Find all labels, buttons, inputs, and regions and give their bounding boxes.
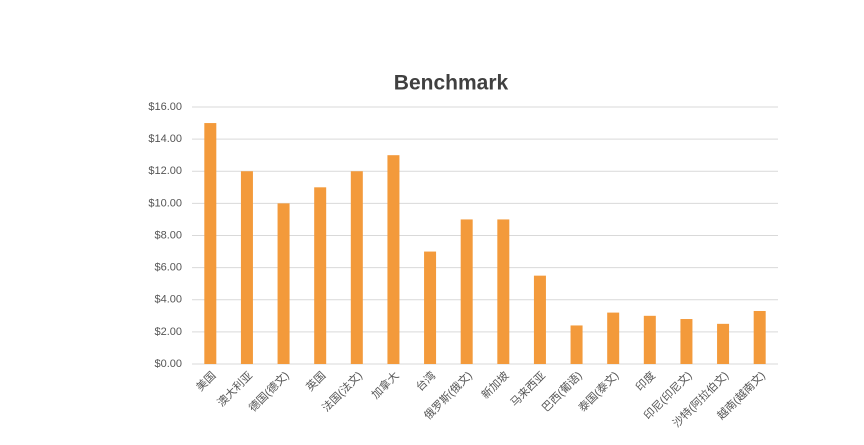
chart-title: Benchmark [394,72,509,95]
y-tick-label: $4.00 [154,294,182,306]
bar [497,219,510,364]
y-tick-label: $16.00 [148,101,182,113]
bar [753,310,766,364]
bar [533,275,546,364]
x-tick-label: 法国(法文) [319,368,365,414]
y-tick-label: $8.00 [154,229,182,241]
y-tick-label: $14.00 [148,133,182,145]
x-tick-label: 泰国(泰文) [575,368,621,414]
bar [204,123,217,364]
bar [240,171,253,364]
bar [424,251,437,364]
bar [607,312,620,364]
x-tick-label: 印度 [633,368,658,393]
y-tick-label: $6.00 [154,262,182,274]
bar [350,171,363,364]
bar [643,315,656,364]
bar [680,319,693,364]
y-tick-label: $0.00 [154,358,182,370]
bar [387,155,400,364]
y-tick-label: $10.00 [148,197,182,209]
x-tick-label: 英国 [303,368,328,393]
x-tick-label: 加拿大 [368,368,401,401]
bar [570,325,583,364]
x-tick-label: 美国 [194,369,219,394]
bar [314,187,327,364]
y-tick-label: $12.00 [148,165,182,177]
y-tick-label: $2.00 [154,326,182,338]
bar [460,219,473,364]
bar [277,203,290,364]
x-tick-label: 新加坡 [478,368,511,401]
bar [717,323,730,364]
x-tick-label: 台湾 [413,368,438,393]
x-tick-label: 德国(德文) [246,368,292,414]
